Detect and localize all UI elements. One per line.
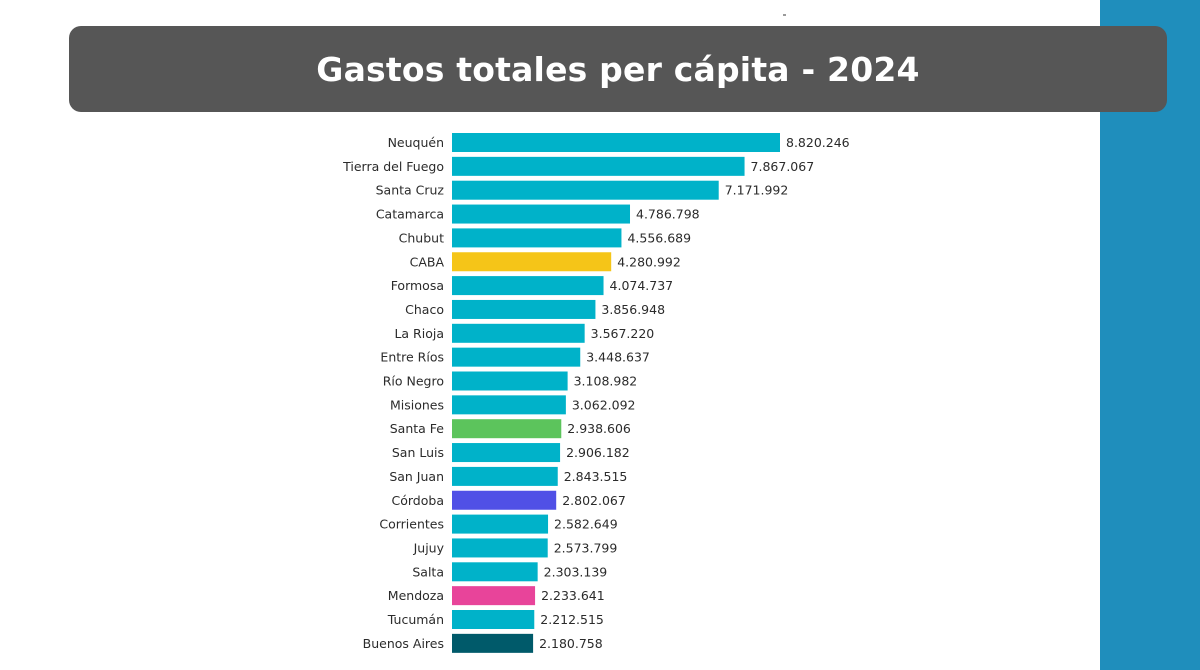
value-label: 7.171.992 <box>725 183 789 198</box>
value-label: 4.786.798 <box>636 207 700 222</box>
value-label: 8.820.246 <box>786 135 850 150</box>
value-label: 4.556.689 <box>627 230 691 245</box>
bar <box>452 228 622 248</box>
bar <box>452 466 558 486</box>
category-label: Tierra del Fuego <box>342 159 444 174</box>
value-label: 2.573.799 <box>554 540 618 555</box>
value-label: 2.233.641 <box>541 588 605 603</box>
decorative-tick <box>783 14 786 16</box>
bar <box>452 347 581 367</box>
bar-chart: Neuquén 8.820.246 Tierra del Fuego 7.867.06… <box>342 133 850 653</box>
bar <box>452 633 534 653</box>
value-label: 3.856.948 <box>601 302 665 317</box>
value-label: 2.843.515 <box>564 469 628 484</box>
category-label: Buenos Aires <box>363 636 444 651</box>
category-label: Córdoba <box>392 493 444 508</box>
category-label: Entre Ríos <box>380 350 444 365</box>
bar <box>452 538 548 558</box>
category-label: Chaco <box>405 302 444 317</box>
bar <box>452 371 568 391</box>
bar <box>452 490 557 510</box>
bar <box>452 586 536 606</box>
bar <box>452 395 566 415</box>
value-label: 2.582.649 <box>554 517 618 532</box>
category-label: San Luis <box>392 445 444 460</box>
value-label: 3.448.637 <box>586 350 650 365</box>
category-label: CABA <box>410 254 445 269</box>
bar <box>452 204 631 224</box>
value-label: 3.567.220 <box>591 326 655 341</box>
value-label: 4.280.992 <box>617 254 681 269</box>
bar <box>452 156 745 176</box>
value-label: 4.074.737 <box>610 278 674 293</box>
chart-title: Gastos totales per cápita - 2024 <box>316 49 920 89</box>
category-label: Misiones <box>390 397 444 412</box>
category-label: San Juan <box>389 469 444 484</box>
category-label: Formosa <box>391 278 444 293</box>
category-label: Tucumán <box>387 612 444 627</box>
category-label: Santa Cruz <box>376 183 445 198</box>
bar <box>452 443 561 463</box>
bar <box>452 252 612 272</box>
bar <box>452 299 596 319</box>
category-label: Mendoza <box>388 588 444 603</box>
value-label: 2.906.182 <box>566 445 630 460</box>
category-label: Santa Fe <box>390 421 445 436</box>
value-label: 3.108.982 <box>574 374 638 389</box>
title-banner: Gastos totales per cápita - 2024 <box>69 26 1167 112</box>
category-label: Salta <box>412 564 444 579</box>
value-label: 3.062.092 <box>572 397 636 412</box>
value-label: 2.802.067 <box>562 493 626 508</box>
bar <box>452 610 535 629</box>
value-label: 2.303.139 <box>544 564 608 579</box>
bar <box>452 133 780 152</box>
category-label: Neuquén <box>388 135 444 150</box>
value-label: 2.212.515 <box>540 612 604 627</box>
bar <box>452 180 719 200</box>
category-label: La Rioja <box>394 326 444 341</box>
category-label: Chubut <box>399 230 444 245</box>
bar <box>452 419 562 439</box>
bar <box>452 514 549 534</box>
bar <box>452 276 604 296</box>
value-label: 2.938.606 <box>567 421 631 436</box>
value-label: 7.867.067 <box>751 159 815 174</box>
category-label: Corrientes <box>379 517 444 532</box>
category-label: Catamarca <box>376 207 444 222</box>
bar <box>452 323 585 343</box>
bar <box>452 562 538 582</box>
category-label: Río Negro <box>383 374 444 389</box>
value-label: 2.180.758 <box>539 636 603 651</box>
category-label: Jujuy <box>413 540 445 555</box>
